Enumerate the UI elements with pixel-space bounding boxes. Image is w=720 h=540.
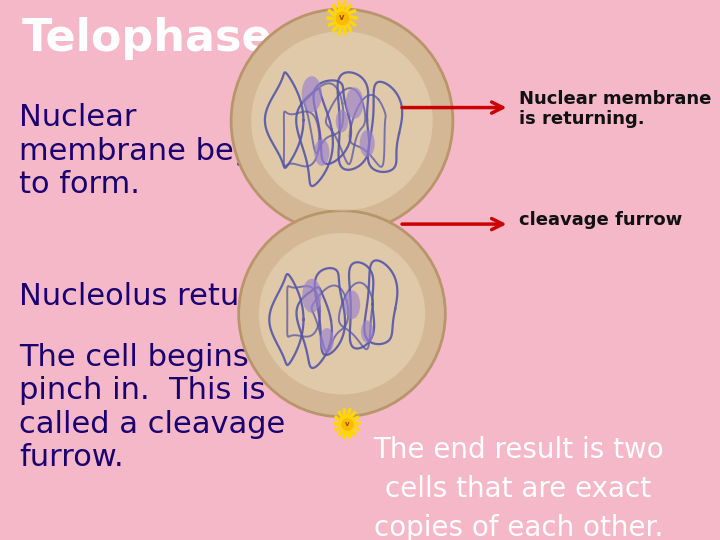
Text: The end result is two
cells that are exact
copies of each other.: The end result is two cells that are exa…: [373, 436, 664, 540]
Circle shape: [344, 291, 360, 319]
Text: Nuclear membrane
is returning.: Nuclear membrane is returning.: [519, 90, 711, 129]
Text: Telophase: Telophase: [22, 17, 273, 60]
Circle shape: [336, 110, 348, 132]
Circle shape: [361, 320, 374, 343]
Ellipse shape: [231, 9, 453, 233]
Circle shape: [359, 130, 374, 157]
Circle shape: [302, 279, 321, 313]
Ellipse shape: [251, 31, 433, 211]
Ellipse shape: [259, 233, 425, 394]
Text: Nucleolus returns.: Nucleolus returns.: [19, 281, 296, 310]
Circle shape: [314, 139, 329, 166]
Text: Nuclear
membrane begins
to form.: Nuclear membrane begins to form.: [19, 103, 297, 199]
Text: v: v: [339, 14, 345, 23]
Circle shape: [346, 87, 364, 119]
Circle shape: [320, 328, 334, 353]
Circle shape: [302, 76, 322, 112]
Ellipse shape: [239, 211, 445, 417]
Text: v: v: [345, 421, 349, 427]
Text: cleavage furrow: cleavage furrow: [519, 211, 683, 228]
Text: The cell begins to
pinch in.  This is
called a cleavage
furrow.: The cell begins to pinch in. This is cal…: [19, 343, 289, 472]
